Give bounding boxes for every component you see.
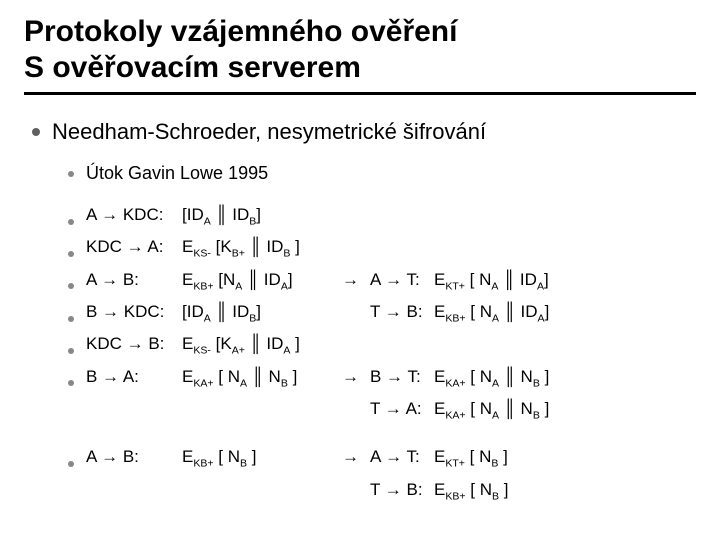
protocol-row: B → A:EKA+ [ NA ║ NB ]→B → T:EKA+ [ NA ║… [68, 364, 696, 396]
protocol-row: A → B:EKB+ [NA ║ IDA]→A → T:EKT+ [ NA ║ … [68, 267, 696, 299]
step-right: T → B: [370, 299, 434, 325]
bullet-icon [68, 251, 74, 257]
message-left: [IDA ║ IDB] [182, 202, 342, 228]
protocol-row: A → B:EKB+ [ NB ]→A → T:EKT+ [ NB ] [68, 444, 696, 476]
bullet-icon [68, 461, 74, 467]
title-underline [24, 92, 696, 95]
step-right: B → T: [370, 364, 434, 390]
message-right: EKT+ [ NB ] [434, 444, 696, 470]
heading-row: Needham-Schroeder, nesymetrické šifrován… [32, 119, 696, 145]
step-left: KDC → A: [86, 234, 182, 260]
subheading-row: Útok Gavin Lowe 1995 [68, 163, 696, 184]
arrow-cell: → [342, 444, 370, 470]
step-right: A → T: [370, 267, 434, 293]
message-left: EKA+ [ NA ║ NB ] [182, 364, 342, 390]
message-right: EKB+ [ NA ║ IDA] [434, 299, 696, 325]
message-left: [IDA ║ IDB] [182, 299, 342, 325]
bullet-icon [32, 128, 40, 136]
row-bullet-cell [68, 396, 86, 402]
row-bullet-cell [68, 202, 86, 234]
slide-title: Protokoly vzájemného ověření S ověřovací… [24, 14, 696, 86]
slide: Protokoly vzájemného ověření S ověřovací… [0, 0, 720, 540]
protocol-row: KDC → A:EKS- [KB+ ║ IDB ] [68, 234, 696, 266]
message-left: EKS- [KB+ ║ IDB ] [182, 234, 342, 260]
title-line-2: S ověřovacím serverem [24, 51, 361, 84]
row-bullet-cell [68, 267, 86, 299]
message-right: EKA+ [ NA ║ NB ] [434, 364, 696, 390]
heading-text: Needham-Schroeder, nesymetrické šifrován… [52, 119, 486, 145]
message-right: EKT+ [ NA ║ IDA] [434, 267, 696, 293]
message-left: EKS- [KA+ ║ IDA ] [182, 331, 342, 357]
step-left: B → A: [86, 364, 182, 390]
protocol-row: T → B:EKB+ [ NB ] [68, 477, 696, 503]
step-right: A → T: [370, 444, 434, 470]
arrow-cell: → [342, 364, 370, 390]
row-bullet-cell [68, 444, 86, 476]
arrow-cell: → [342, 267, 370, 293]
message-left: EKB+ [NA ║ IDA] [182, 267, 342, 293]
protocol-row: A → KDC:[IDA ║ IDB] [68, 202, 696, 234]
row-bullet-cell [68, 299, 86, 331]
message-right: EKB+ [ NB ] [434, 477, 696, 503]
bullet-icon [68, 380, 74, 386]
step-left: B → KDC: [86, 299, 182, 325]
protocol-row: T → A:EKA+ [ NA ║ NB ] [68, 396, 696, 422]
bullet-icon [68, 219, 74, 225]
row-bullet-cell [68, 331, 86, 363]
message-right: EKA+ [ NA ║ NB ] [434, 396, 696, 422]
step-left: KDC → B: [86, 331, 182, 357]
subheading-text: Útok Gavin Lowe 1995 [86, 163, 268, 184]
protocol-grid: A → KDC:[IDA ║ IDB]KDC → A:EKS- [KB+ ║ I… [68, 202, 696, 503]
bullet-icon [68, 348, 74, 354]
step-left: A → B: [86, 267, 182, 293]
protocol-row: B → KDC:[IDA ║ IDB] T → B:EKB+ [ NA ║ IDA… [68, 299, 696, 331]
row-bullet-cell [68, 234, 86, 266]
step-left: A → B: [86, 444, 182, 470]
bullet-icon [68, 283, 74, 289]
bullet-icon [68, 171, 74, 177]
row-bullet-cell [68, 477, 86, 483]
subheading-wrap: Útok Gavin Lowe 1995 [68, 163, 696, 184]
message-left: EKB+ [ NB ] [182, 444, 342, 470]
protocol-row: KDC → B:EKS- [KA+ ║ IDA ] [68, 331, 696, 363]
bullet-icon [68, 316, 74, 322]
step-left: A → KDC: [86, 202, 182, 228]
row-bullet-cell [68, 364, 86, 396]
title-line-1: Protokoly vzájemného ověření [24, 15, 457, 48]
step-right: T → B: [370, 477, 434, 503]
step-right: T → A: [370, 396, 434, 422]
